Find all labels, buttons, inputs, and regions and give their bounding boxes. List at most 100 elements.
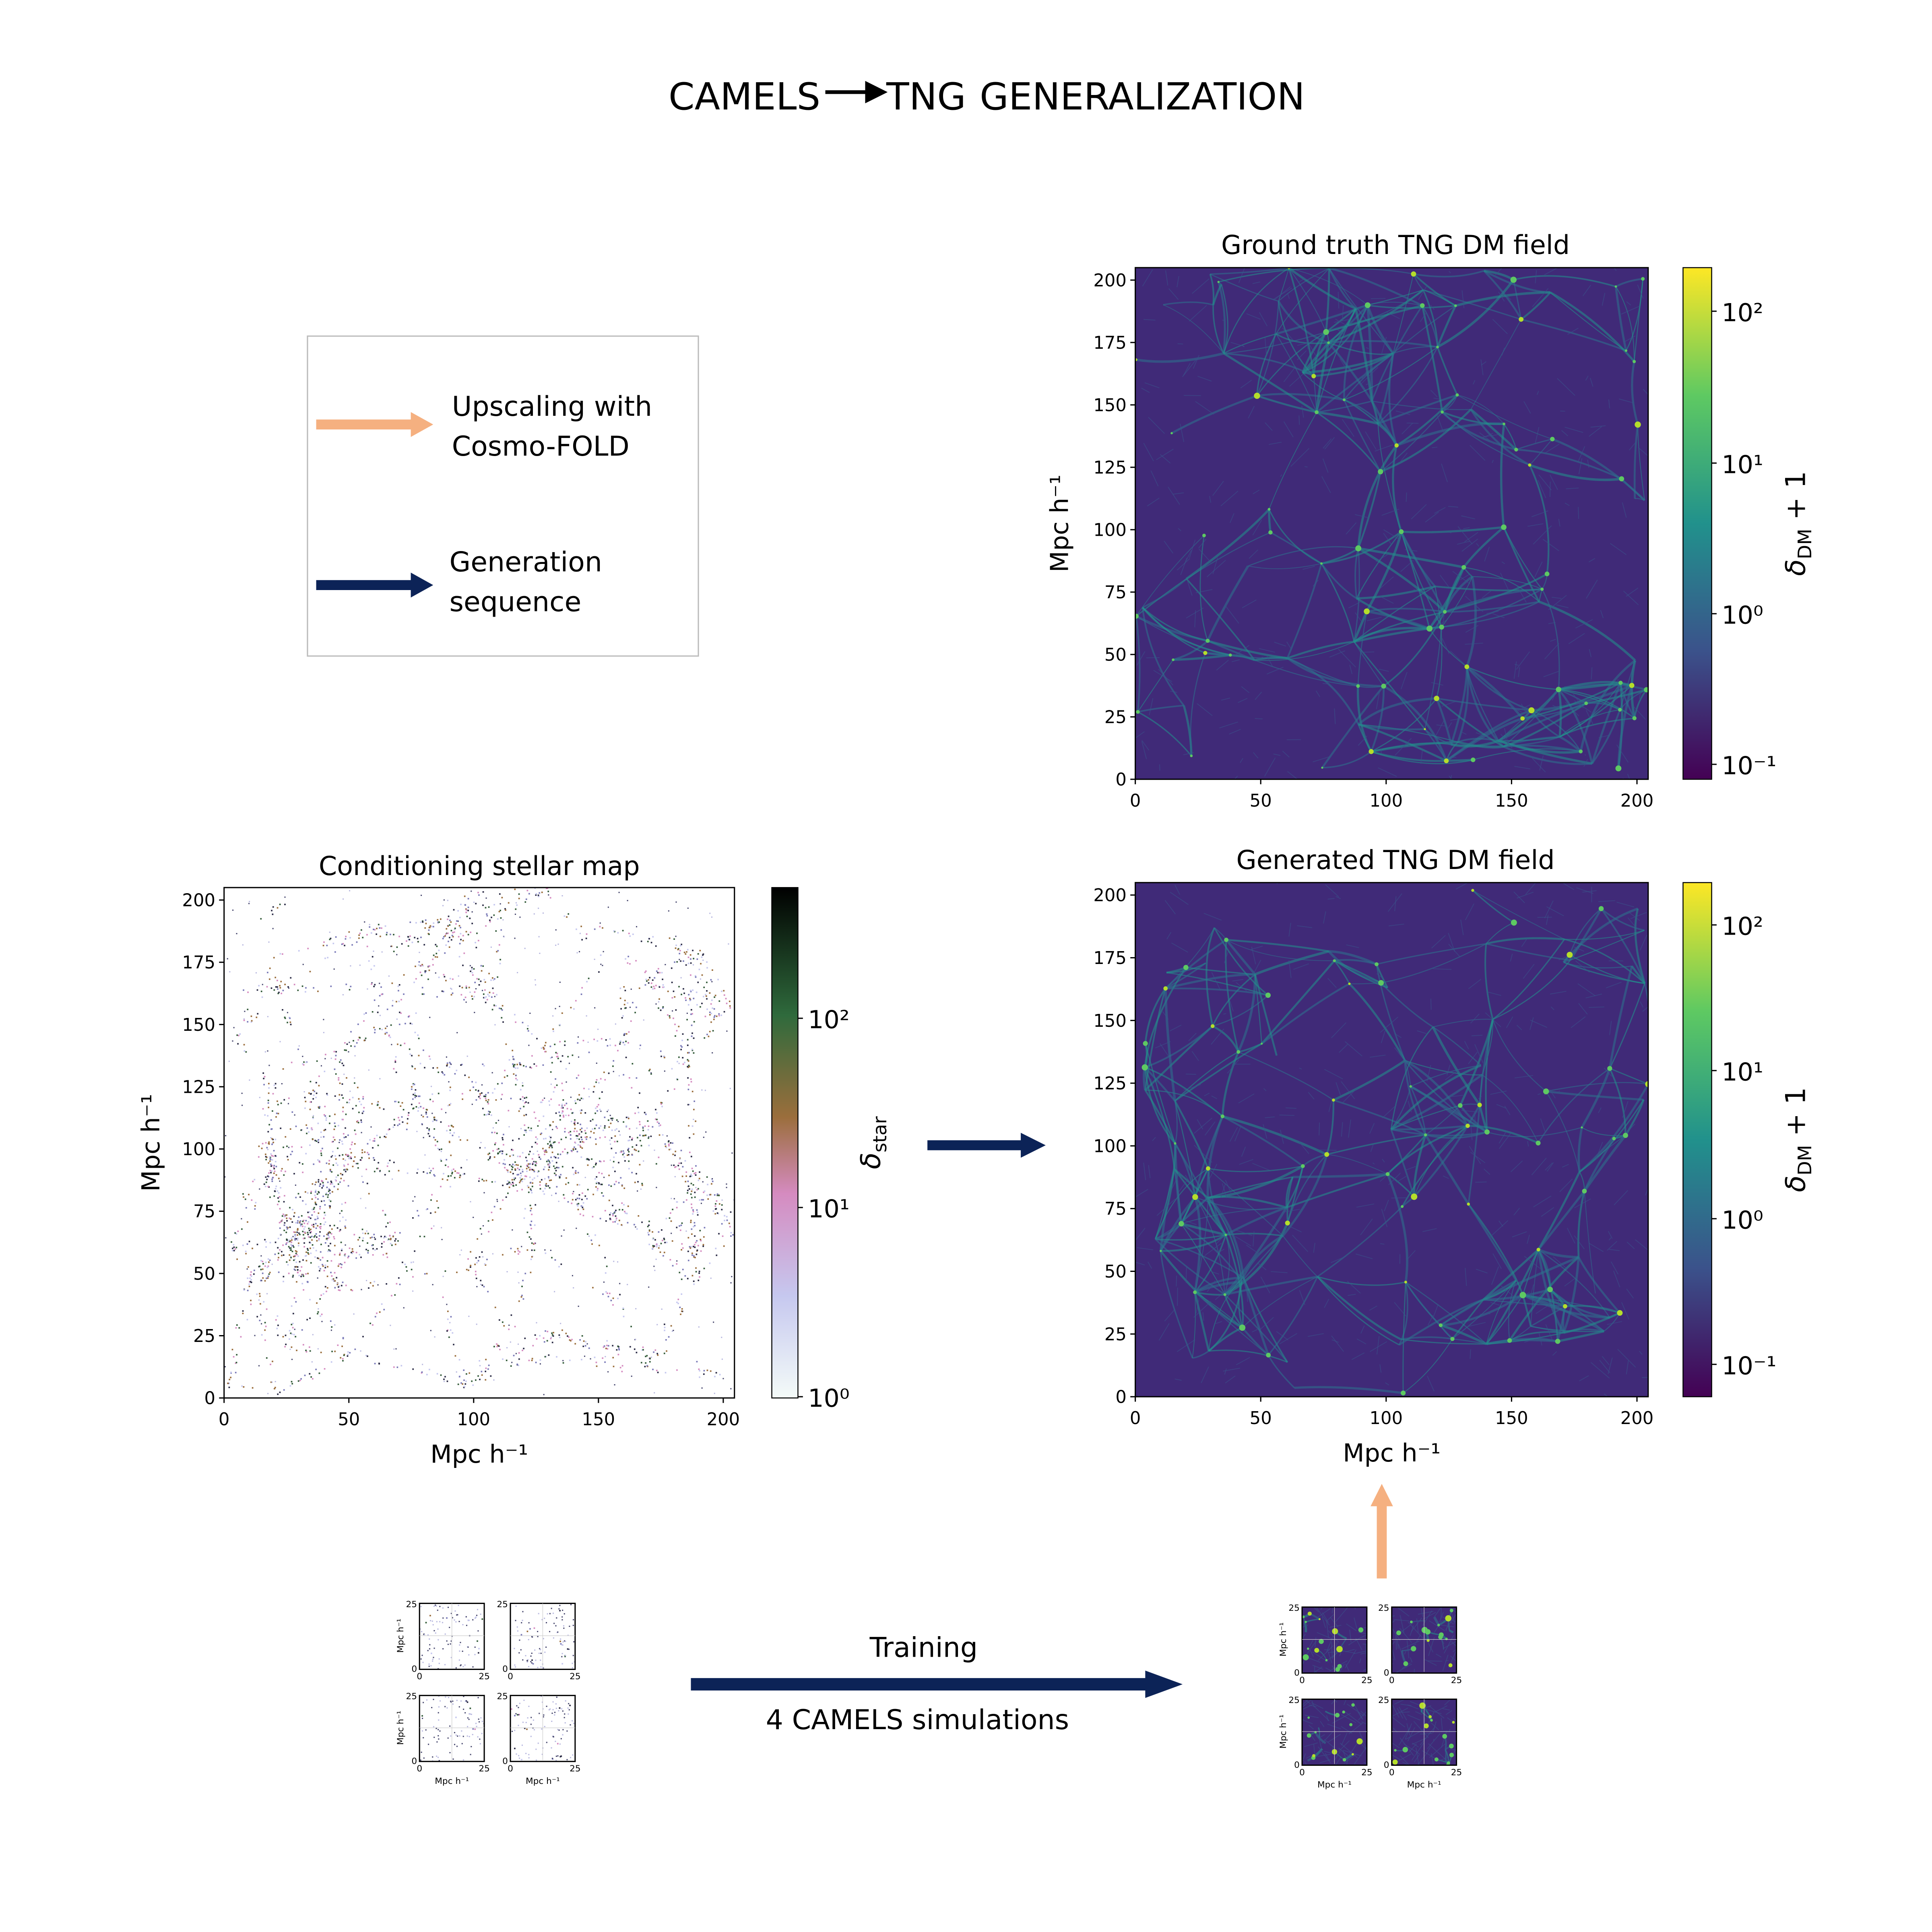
star-dot [507,1171,509,1173]
star-dot [508,1328,510,1330]
star-dot [572,1054,574,1056]
filament [1329,267,1423,307]
star-dot [475,1257,477,1259]
fine-filament [1533,1195,1552,1208]
star-dot [550,1071,552,1073]
fine-filament [1609,1021,1612,1035]
fine-filament [1135,1189,1148,1198]
star-dot [660,1009,662,1011]
star-dot [592,1167,593,1168]
halo [1311,374,1316,378]
star-dot [303,1289,304,1291]
star-dot [627,1042,629,1044]
star-dot [584,1130,586,1131]
star-dot [480,980,482,982]
star-dot [296,1350,297,1351]
halo [1143,1041,1148,1046]
star-dot [398,1101,400,1103]
star-dot [400,1012,402,1014]
star-dot [518,1364,520,1366]
star-dot [492,987,494,989]
star-dot [265,1181,267,1183]
star-dot [680,1162,682,1164]
star-dot [556,1186,558,1188]
star-dot [731,1276,733,1278]
star-dot [687,1066,689,1067]
filament [1334,960,1381,984]
star-dot [665,1218,667,1220]
star-dot [395,1056,397,1058]
generation-arrow [927,1133,1046,1158]
star-dot [682,1269,684,1270]
star-dot [421,987,423,989]
star-dot [278,991,280,993]
star-dot [647,941,649,943]
star-dot [283,1214,284,1215]
star-dot [464,895,466,897]
star-dot [339,1254,341,1256]
fine-filament [1408,1100,1412,1113]
star-dot [393,1162,395,1163]
fine-filament [1183,395,1201,396]
fine-filament [1194,1145,1213,1163]
halo [1563,1304,1567,1309]
filament [1358,724,1458,743]
star-dot [422,1116,424,1118]
star-dot [298,1216,300,1218]
star-dot [253,1269,255,1271]
star-dot [539,1156,540,1158]
star-dot [270,1163,272,1165]
star-dot [384,1214,386,1216]
star-dot [324,1106,326,1107]
star-dot [605,1220,607,1222]
star-dot [564,1044,566,1046]
fine-filament [1197,376,1212,382]
star-dot [344,1042,346,1044]
star-dot [458,956,460,958]
star-dot [243,1044,245,1046]
fine-filament [1468,1322,1486,1327]
star-dot [574,1141,576,1144]
filament [1155,1238,1244,1278]
star-dot [309,1373,311,1375]
star-dot [299,1234,301,1235]
star-dot [721,1358,723,1360]
star-dot [524,1129,526,1131]
filament [1142,578,1187,609]
legend-text: Cosmo-FOLD [452,431,630,462]
star-dot [490,979,492,981]
fine-filament [1639,693,1641,699]
filament [1644,983,1648,1084]
fine-filament [1589,649,1592,657]
star-dot [681,943,683,945]
star-dot [488,1231,489,1232]
star-dot [545,1330,546,1332]
star-dot [559,1024,561,1026]
star-dot [576,952,578,954]
star-dot [483,1114,485,1116]
star-dot [687,1181,689,1182]
star-dot [479,1147,481,1149]
star-dot [328,1190,330,1192]
star-dot [493,1379,495,1381]
star-dot [299,1221,301,1223]
halo [1528,463,1532,467]
star-dot [634,1113,636,1114]
star-dot [326,1260,328,1262]
star-dot [528,1191,530,1193]
filament [1386,1173,1408,1282]
filament [1212,284,1222,305]
star-dot [648,982,650,984]
star-dot [336,1277,337,1279]
star-dot [268,941,270,943]
filament [1267,1354,1295,1389]
fine-filament [1211,1095,1218,1099]
fine-filament [1164,900,1176,914]
star-dot [562,1099,564,1101]
star-dot [478,978,480,980]
fine-filament [1259,648,1275,653]
star-dot [631,1087,633,1089]
colorbar-tick-label: 10² [1721,912,1763,941]
star-dot [394,1232,396,1234]
star-dot [524,1102,526,1104]
